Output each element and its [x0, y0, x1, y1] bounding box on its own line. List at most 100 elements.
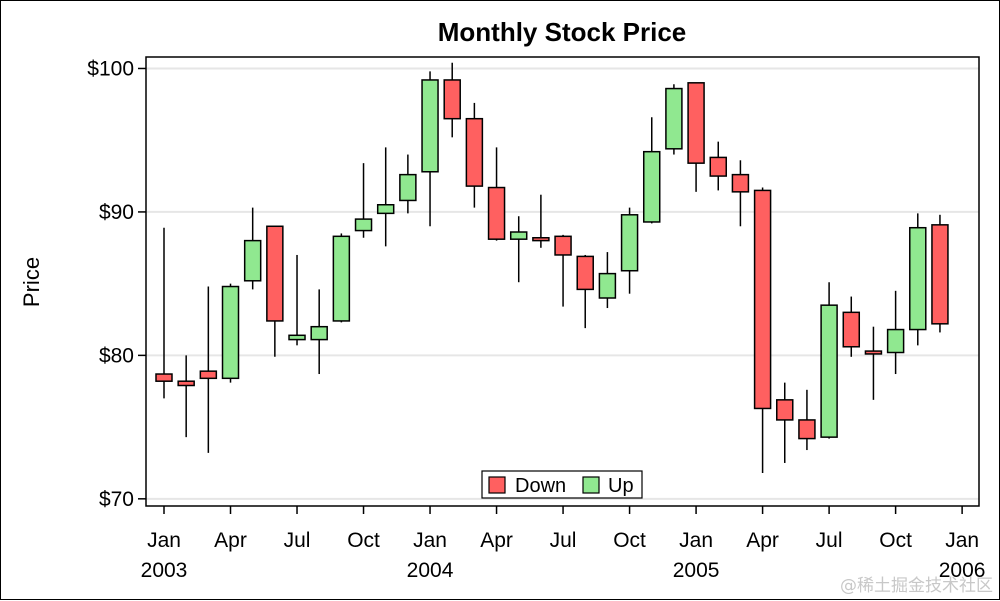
candle-down [532, 194, 550, 248]
candle-down [465, 102, 484, 208]
candle-up [598, 252, 617, 309]
x-tick-label: Oct [879, 529, 912, 552]
x-tick-label: Apr [480, 529, 513, 552]
x-tick-label: Jul [284, 529, 311, 552]
candle-up [399, 154, 417, 214]
y-tick-label: $90 [99, 201, 134, 224]
candle-body [620, 214, 639, 272]
candle-up [509, 216, 528, 283]
candle-body [199, 370, 218, 380]
candle-down [687, 82, 705, 192]
legend-box [481, 470, 643, 499]
candle-body [288, 334, 306, 341]
legend-label-up: Up [608, 475, 634, 497]
x-tick-label: Oct [613, 529, 646, 552]
candle-body [266, 225, 284, 322]
candle-body [665, 87, 683, 150]
candle-body [820, 304, 838, 438]
candle-body [399, 173, 417, 202]
candle-body [842, 311, 861, 348]
candle-down [487, 147, 506, 241]
x-tick-label: Jan [413, 529, 447, 552]
candle-down [199, 286, 218, 453]
candle-down [576, 254, 594, 329]
candle-down [155, 227, 173, 399]
candle-body [931, 224, 949, 325]
candle-body [576, 255, 594, 291]
candle-up [332, 233, 351, 323]
candle-down [776, 382, 794, 463]
x-tick-label: Apr [746, 529, 779, 552]
candle-body [221, 285, 240, 380]
y-axis: $70 $80 $90 $100 [87, 57, 146, 511]
candle-body [776, 399, 794, 421]
x-tick-label: Jul [816, 529, 843, 552]
candle-down [798, 389, 816, 451]
x-axis: Jan 2003 Apr Jul Oct Jan 2004 Apr Jul Oct Jan 2005 A… [141, 506, 986, 582]
candle-body [332, 235, 351, 322]
legend-swatch-down [488, 476, 506, 494]
candle-body [155, 373, 173, 382]
candle-body [731, 173, 750, 193]
candle-body [487, 186, 506, 240]
x-tick-label: Apr [214, 529, 247, 552]
x-tick-label: Oct [347, 529, 380, 552]
candle-body [509, 231, 528, 240]
x-year-label: 2006 [939, 559, 986, 582]
x-tick-label: Jan [945, 529, 979, 552]
candle-body [864, 350, 883, 355]
candle-down [753, 187, 772, 474]
candle-up [820, 282, 838, 439]
candle-down [554, 234, 572, 307]
candle-down [842, 296, 861, 357]
candle-up [288, 254, 306, 346]
candle-body [886, 328, 905, 354]
candles [155, 62, 949, 474]
candle-body [443, 79, 461, 120]
candle-down [731, 160, 750, 227]
legend-label-down: Down [515, 475, 566, 497]
candle-up [909, 213, 927, 346]
candle-body [376, 204, 395, 215]
candle-body [642, 150, 661, 223]
candle-body [421, 79, 439, 173]
y-tick-label: $80 [99, 344, 134, 367]
candle-body [753, 189, 772, 410]
candle-up [642, 117, 661, 224]
candle-body [598, 272, 617, 299]
candle-down [709, 141, 727, 191]
watermark: @稀土掘金技术社区 [840, 576, 993, 596]
candle-body [798, 419, 816, 440]
candle-body [532, 236, 550, 242]
candle-body [687, 82, 705, 164]
x-tick-label: Jul [550, 529, 577, 552]
x-year-label: 2004 [407, 559, 454, 582]
candle-up [243, 207, 262, 290]
x-tick-label: Jan [679, 529, 713, 552]
y-tick-label: $100 [87, 57, 134, 80]
legend: Down Up [481, 470, 643, 499]
candle-up [376, 147, 395, 247]
gridlines [146, 67, 979, 500]
candle-body [909, 226, 927, 331]
candle-down [931, 214, 949, 333]
candle-down [266, 225, 284, 357]
candle-body [354, 218, 373, 232]
candle-up [310, 289, 328, 375]
candle-body [243, 239, 262, 282]
y-axis-label: Price [19, 257, 44, 307]
x-tick-label: Jan [147, 529, 181, 552]
x-year-label: 2003 [141, 559, 188, 582]
candle-up [421, 71, 439, 227]
candle-down [177, 355, 195, 438]
y-tick-label: $70 [99, 488, 134, 511]
candle-up [354, 163, 373, 238]
candle-up [620, 207, 639, 294]
candle-body [709, 156, 727, 177]
chart-title: Monthly Stock Price [438, 17, 687, 47]
candle-body [177, 380, 195, 387]
candle-body [465, 117, 484, 187]
candle-down [443, 62, 461, 138]
